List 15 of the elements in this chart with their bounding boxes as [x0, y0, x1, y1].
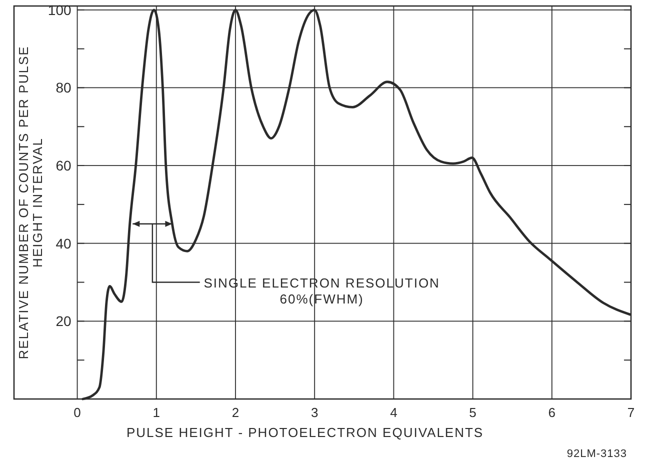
x-tick-label: 2 [232, 405, 240, 420]
x-tick-label: 6 [548, 405, 556, 420]
x-tick-label: 5 [469, 405, 476, 420]
y-tick-label: 40 [56, 235, 72, 252]
y-axis-title: RELATIVE NUMBER OF COUNTS PER PULSE HEIGHT INTERVAL [16, 46, 45, 360]
x-axis-title: PULSE HEIGHT - PHOTOELECTRON EQUIVALENTS [126, 425, 484, 440]
y-tick-label: 80 [56, 80, 72, 96]
x-tick-label: 0 [74, 405, 81, 420]
x-tick-label: 7 [627, 405, 635, 420]
x-tick-label: 3 [310, 405, 318, 420]
x-tick-label: 4 [390, 405, 398, 420]
y-tick-label: 60 [56, 157, 72, 174]
x-tick-label: 1 [152, 405, 160, 420]
text: 92LM-3133 [566, 448, 627, 460]
y-tick-label: 20 [56, 313, 72, 330]
